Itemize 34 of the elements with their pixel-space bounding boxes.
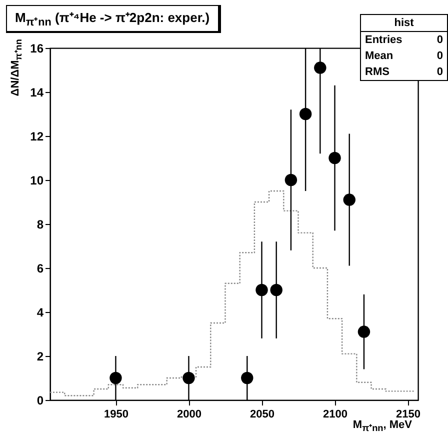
x-tick-label: 2000 (176, 408, 202, 420)
text: 0 (436, 34, 443, 46)
point (358, 326, 370, 338)
y-tick-label: 16 (30, 42, 44, 56)
text: Entries (365, 34, 402, 46)
x-tick-label: 2050 (250, 408, 274, 420)
point (328, 152, 341, 164)
y-tick-label: 14 (30, 86, 44, 100)
text: 0 (436, 50, 443, 62)
x-tick-label: 2100 (323, 408, 348, 420)
text: 0 (436, 66, 443, 78)
x-tick-label: 2150 (396, 408, 421, 420)
x-tick-label: 1950 (104, 408, 128, 420)
chart-title: M$_{π⁺nn}$ (π⁺⁴He -> π⁺2p2n: exper.) (6, 5, 221, 33)
y-tick-label: 6 (36, 262, 44, 276)
y-tick-label: 10 (30, 174, 44, 188)
annotation: RMS (365, 66, 390, 78)
point (299, 108, 312, 120)
point (182, 372, 195, 384)
y-tick-label: 2 (36, 350, 44, 364)
text: hist (361, 15, 447, 32)
point (343, 194, 356, 206)
y-tick-label: 12 (30, 130, 44, 144)
point (270, 284, 282, 296)
point (284, 174, 298, 186)
point (110, 372, 122, 384)
y-tick-label: 8 (36, 218, 44, 232)
y-tick-label: 4 (36, 306, 44, 320)
point (256, 284, 268, 296)
point (241, 372, 254, 384)
y-tick-label: 0 (36, 394, 44, 408)
point (314, 62, 326, 74)
annotation: Mean (365, 50, 394, 62)
x-axis-title: M$_{π⁺nn}$, MeV (352, 419, 412, 434)
